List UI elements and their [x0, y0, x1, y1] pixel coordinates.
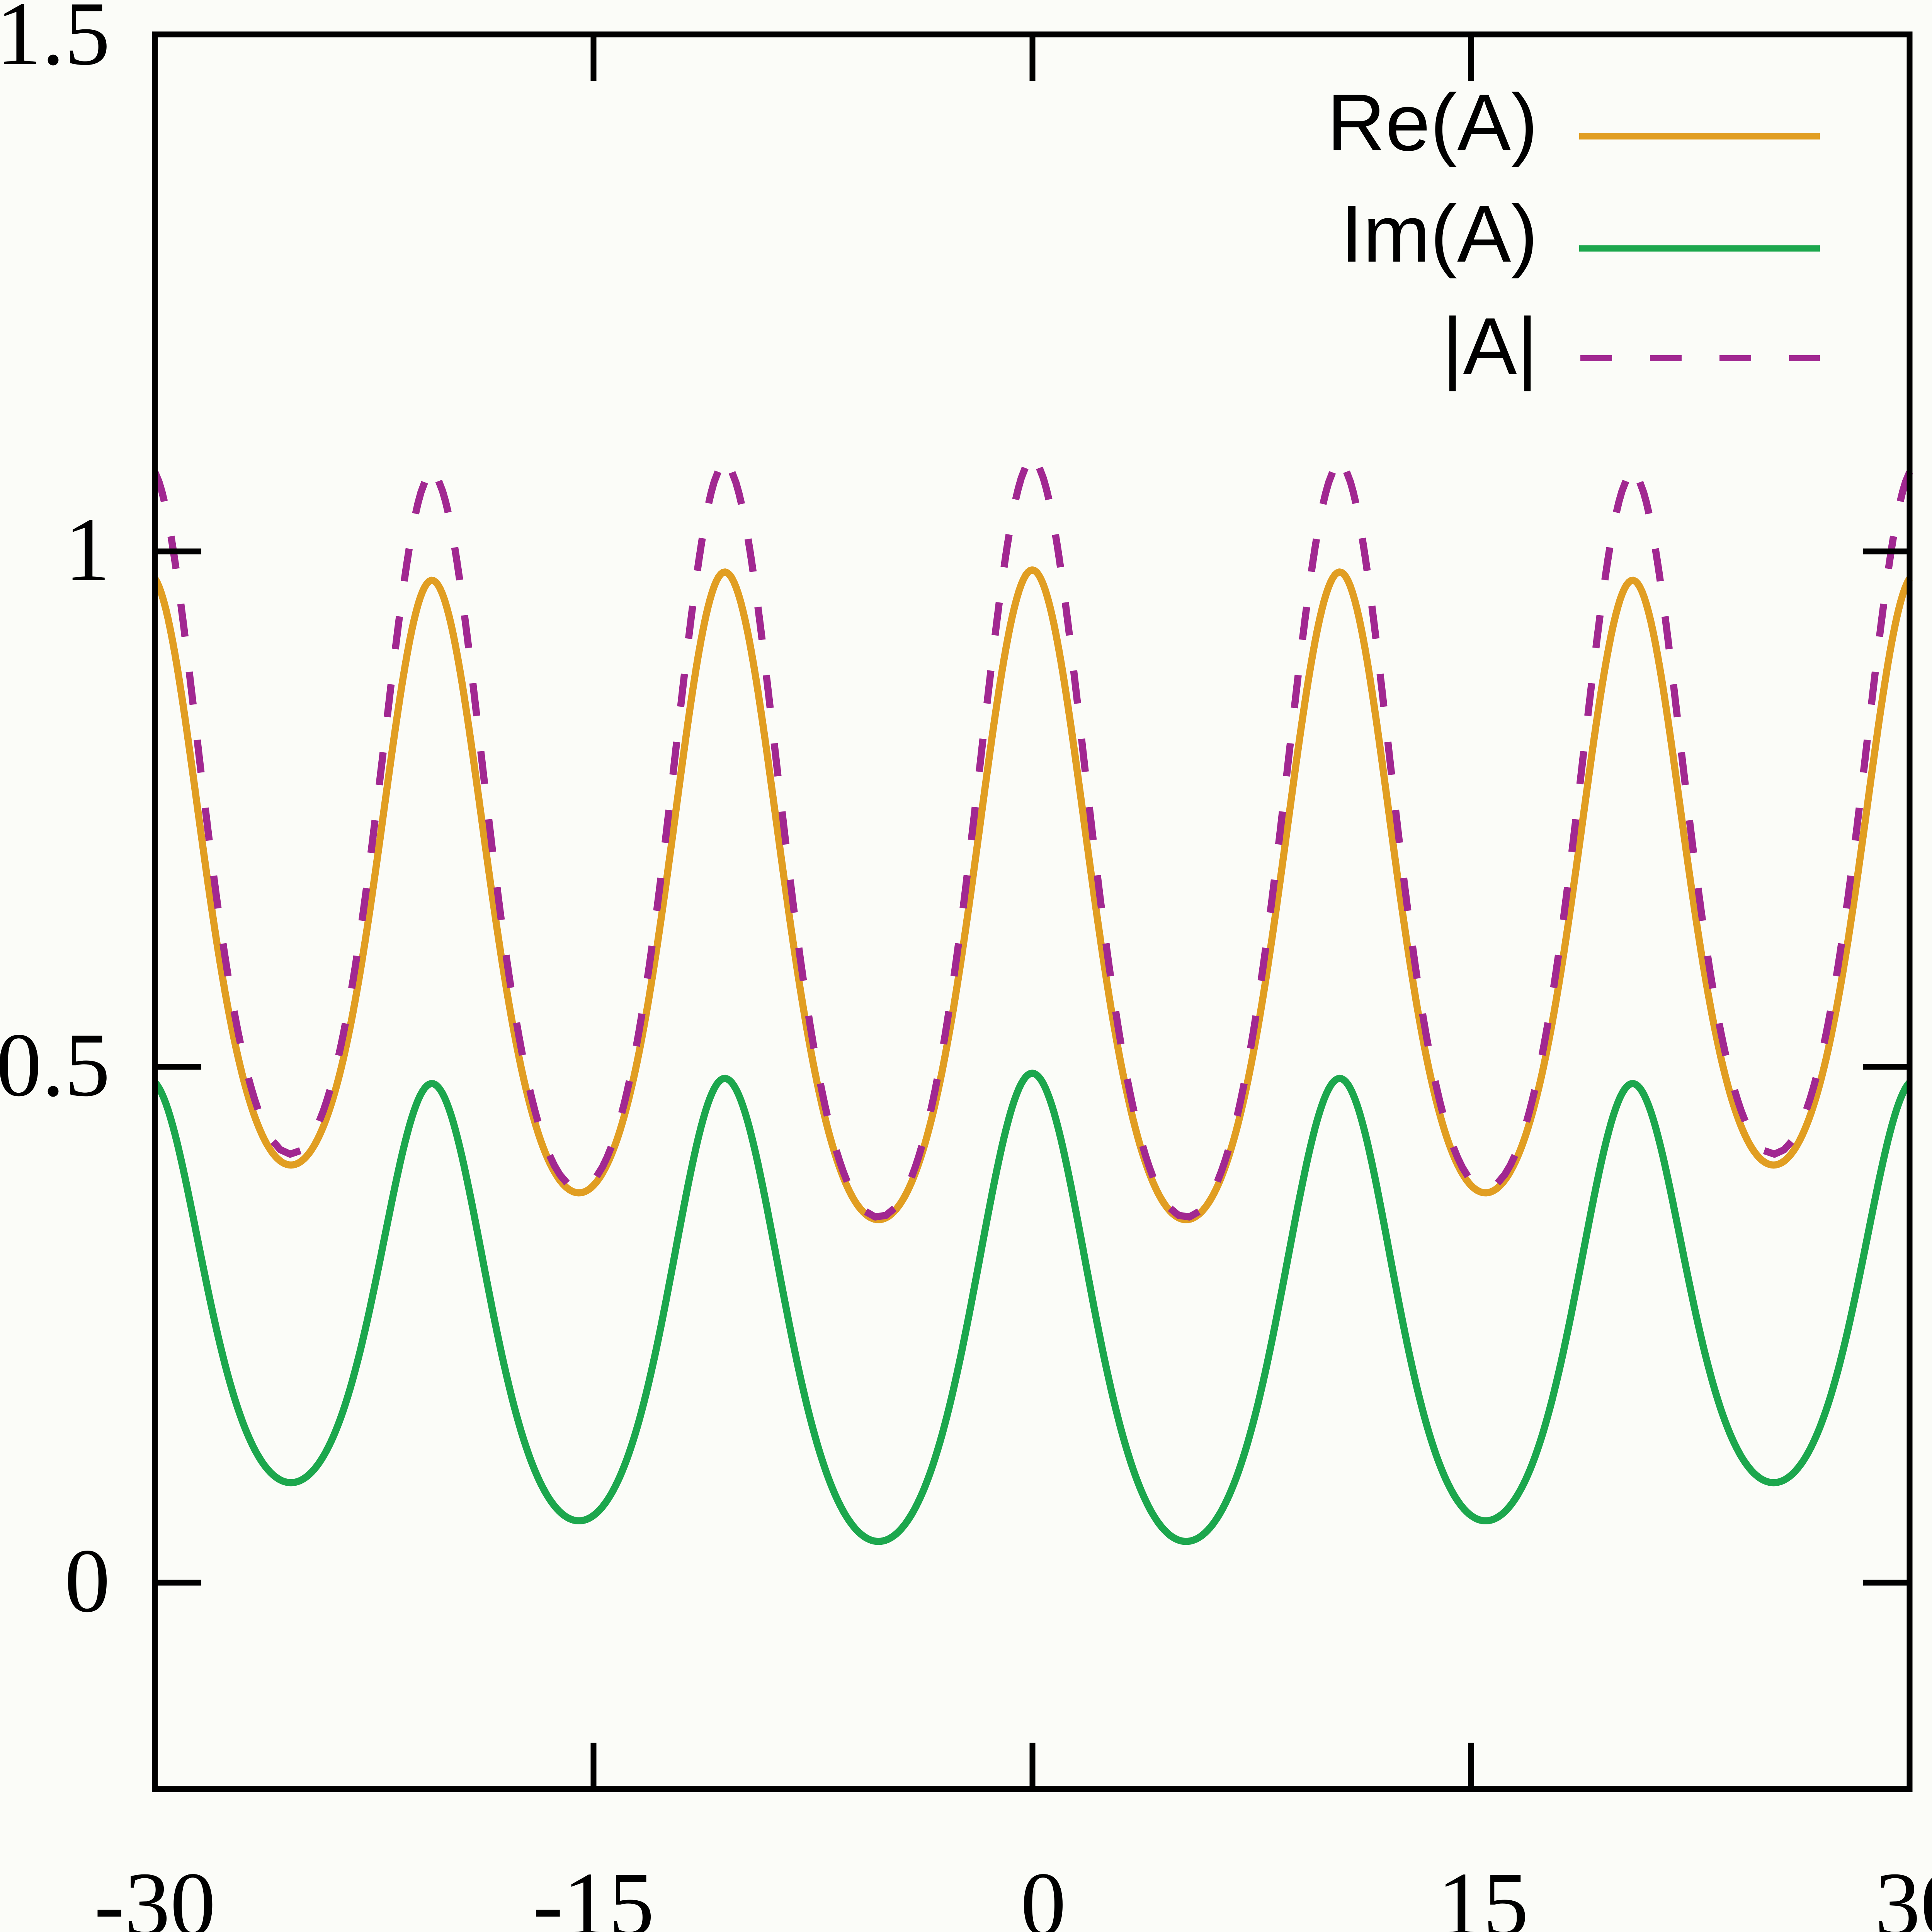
svg-text:Re(A): Re(A)	[1327, 78, 1538, 168]
svg-text:Im(A): Im(A)	[1340, 189, 1538, 279]
svg-text:30: 30	[1875, 1854, 1932, 1932]
svg-text:1.5: 1.5	[0, 0, 110, 84]
svg-text:0: 0	[65, 1531, 110, 1631]
svg-text:0: 0	[1020, 1854, 1066, 1932]
svg-text:15: 15	[1437, 1854, 1529, 1932]
svg-text:0.5: 0.5	[0, 1015, 110, 1116]
svg-text:-30: -30	[94, 1854, 216, 1932]
svg-text:|A|: |A|	[1442, 301, 1538, 391]
svg-text:1: 1	[65, 499, 110, 600]
svg-text:-15: -15	[533, 1854, 655, 1932]
